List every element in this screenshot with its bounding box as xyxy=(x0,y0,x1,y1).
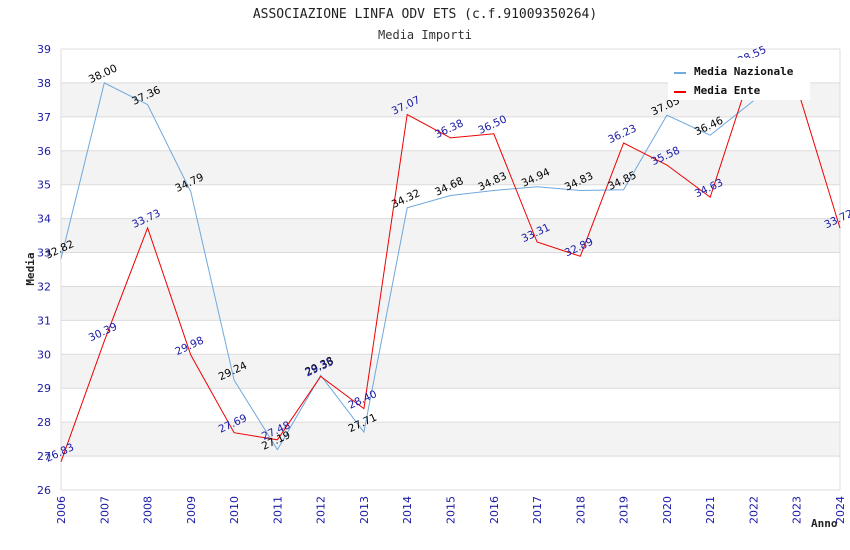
x-tick-label: 2013 xyxy=(358,496,371,524)
y-axis-label: Media xyxy=(24,252,37,285)
y-tick-label: 35 xyxy=(37,179,51,192)
x-tick-label: 2008 xyxy=(142,496,155,524)
y-tick-label: 37 xyxy=(37,111,51,124)
y-tick-label: 27 xyxy=(37,450,51,463)
grid-bands xyxy=(61,49,840,490)
x-tick-label: 2020 xyxy=(661,496,674,524)
grid-band xyxy=(61,320,840,355)
grid-band xyxy=(61,286,840,321)
y-tick-label: 30 xyxy=(37,348,51,361)
y-tick-label: 31 xyxy=(37,314,51,327)
x-tick-label: 2016 xyxy=(488,496,501,524)
y-tick-label: 26 xyxy=(37,484,51,497)
x-tick-label: 2007 xyxy=(98,496,111,524)
grid-band xyxy=(61,354,840,389)
series-line-media-nazionale xyxy=(60,82,754,451)
grid-band xyxy=(61,456,840,490)
x-tick-label: 2017 xyxy=(531,496,544,524)
x-tick-label: 2023 xyxy=(791,496,804,524)
y-tick-label: 32 xyxy=(37,280,51,293)
x-tick-label: 2022 xyxy=(747,496,760,524)
y-tick-label: 36 xyxy=(37,145,51,158)
legend-label-ente: Media Ente xyxy=(694,84,761,97)
grid-band xyxy=(61,388,840,423)
grid-band xyxy=(61,218,840,253)
legend: Media Nazionale Media Ente xyxy=(668,58,810,100)
chart-title: ASSOCIAZIONE LINFA ODV ETS (c.f.91009350… xyxy=(253,7,597,22)
y-axis-ticks: 26 27 28 29 30 31 32 33 34 35 36 37 38 39 xyxy=(37,43,51,497)
x-tick-label: 2014 xyxy=(401,496,414,524)
y-tick-label: 29 xyxy=(37,382,51,395)
x-tick-label: 2010 xyxy=(228,496,241,524)
x-tick-label: 2012 xyxy=(315,496,328,524)
grid-lines xyxy=(60,48,841,491)
x-tick-label: 2009 xyxy=(185,496,198,524)
x-tick-label: 2011 xyxy=(271,496,284,524)
grid-band xyxy=(61,184,840,219)
y-tick-label: 39 xyxy=(37,43,51,56)
x-tick-label: 2019 xyxy=(618,496,631,524)
y-tick-label: 33 xyxy=(37,247,51,260)
y-tick-label: 38 xyxy=(37,77,51,90)
x-tick-label: 2006 xyxy=(55,496,68,524)
series-lines xyxy=(60,63,841,462)
legend-label-nazionale: Media Nazionale xyxy=(694,65,794,78)
y-tick-label: 28 xyxy=(37,416,51,429)
x-axis-ticks: 2006 2007 2008 2009 2010 2011 2012 2013 2014 2015… xyxy=(55,496,847,524)
grid-band xyxy=(61,116,840,151)
grid-band xyxy=(61,252,840,287)
legend-background xyxy=(668,58,810,100)
x-tick-label: 2018 xyxy=(574,496,587,524)
chart-subtitle: Media Importi xyxy=(378,28,472,42)
x-axis-label: Anno xyxy=(811,517,838,530)
x-tick-label: 2015 xyxy=(445,496,458,524)
series-line-media-ente xyxy=(60,63,841,462)
x-tick-label: 2021 xyxy=(704,496,717,524)
grid-band xyxy=(61,422,840,457)
x-tick-label: 2024 xyxy=(834,496,847,524)
y-tick-label: 34 xyxy=(37,213,51,226)
grid-band xyxy=(61,150,840,185)
